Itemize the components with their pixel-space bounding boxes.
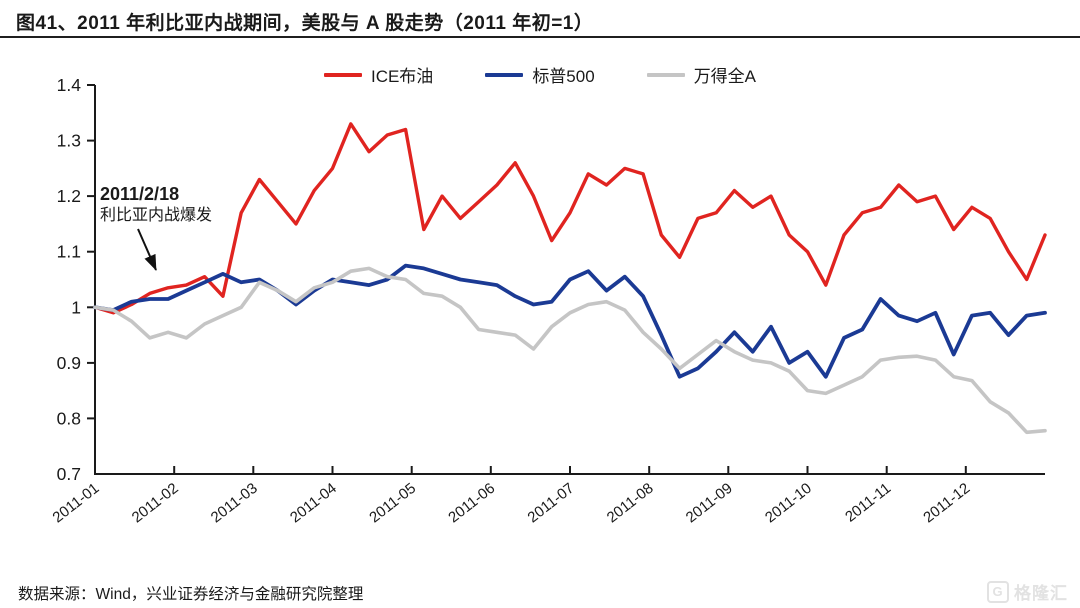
source-note: 数据来源：Wind，兴业证券经济与金融研究院整理 (18, 586, 364, 603)
x-tick-label: 2011-02 (129, 480, 182, 527)
y-tick-label: 0.9 (57, 353, 81, 373)
x-tick-label: 2011-08 (604, 480, 657, 527)
x-tick-label: 2011-07 (524, 480, 577, 527)
x-tick-label: 2011-09 (683, 480, 736, 527)
x-tick-label: 2011-05 (366, 480, 419, 527)
gelonghui-watermark: G 格隆汇 (987, 579, 1068, 604)
y-tick-label: 0.7 (57, 464, 81, 484)
legend-item-brent: ICE布油 (323, 62, 434, 87)
legend-swatch-sp500-icon (485, 72, 524, 77)
x-tick-label: 2011-03 (208, 480, 261, 527)
legend-label-sp500: 标普500 (532, 67, 595, 86)
annotation-date: 2011/2/18 (100, 184, 180, 204)
series-line-sp500 (93, 263, 1047, 379)
legend-label-brent: ICE布油 (370, 67, 434, 86)
series-line-brent (93, 122, 1047, 315)
annotation-arrow (137, 228, 157, 271)
watermark-text: 格隆汇 (1014, 584, 1068, 603)
legend-swatch-wind-a-icon (646, 72, 685, 77)
chart-title: 图41、2011 年利比亚内战期间，美股与 A 股走势（2011 年初=1） (16, 13, 594, 34)
y-tick-label: 1.1 (57, 242, 81, 262)
legend-item-sp500: 标普500 (485, 62, 595, 87)
series-line-wind-a (93, 266, 1047, 435)
x-tick-label: 2011-10 (762, 480, 815, 527)
legend: ICE布油 标普500 万得全A (0, 62, 1080, 87)
x-tick-label: 2011-11 (842, 480, 894, 526)
y-tick-label: 1.4 (57, 75, 82, 95)
legend-item-wind-a: 万得全A (646, 62, 757, 87)
legend-swatch-brent-icon (323, 72, 362, 77)
title-divider (0, 36, 1080, 38)
x-tick-label: 2011-01 (49, 480, 102, 527)
x-tick-label: 2011-12 (920, 480, 973, 527)
x-tick-label: 2011-04 (287, 480, 340, 527)
y-tick-label: 1.2 (57, 186, 81, 206)
annotation-event: 利比亚内战爆发 (100, 207, 213, 224)
y-tick-label: 1.3 (57, 131, 81, 151)
gelonghui-logo-icon: G (987, 580, 1009, 603)
event-annotation: 2011/2/18 利比亚内战爆发 (100, 183, 212, 227)
y-tick-label: 1 (71, 297, 81, 317)
x-tick-label: 2011-06 (445, 480, 498, 527)
legend-label-wind-a: 万得全A (693, 67, 757, 86)
y-tick-label: 0.8 (57, 408, 81, 428)
